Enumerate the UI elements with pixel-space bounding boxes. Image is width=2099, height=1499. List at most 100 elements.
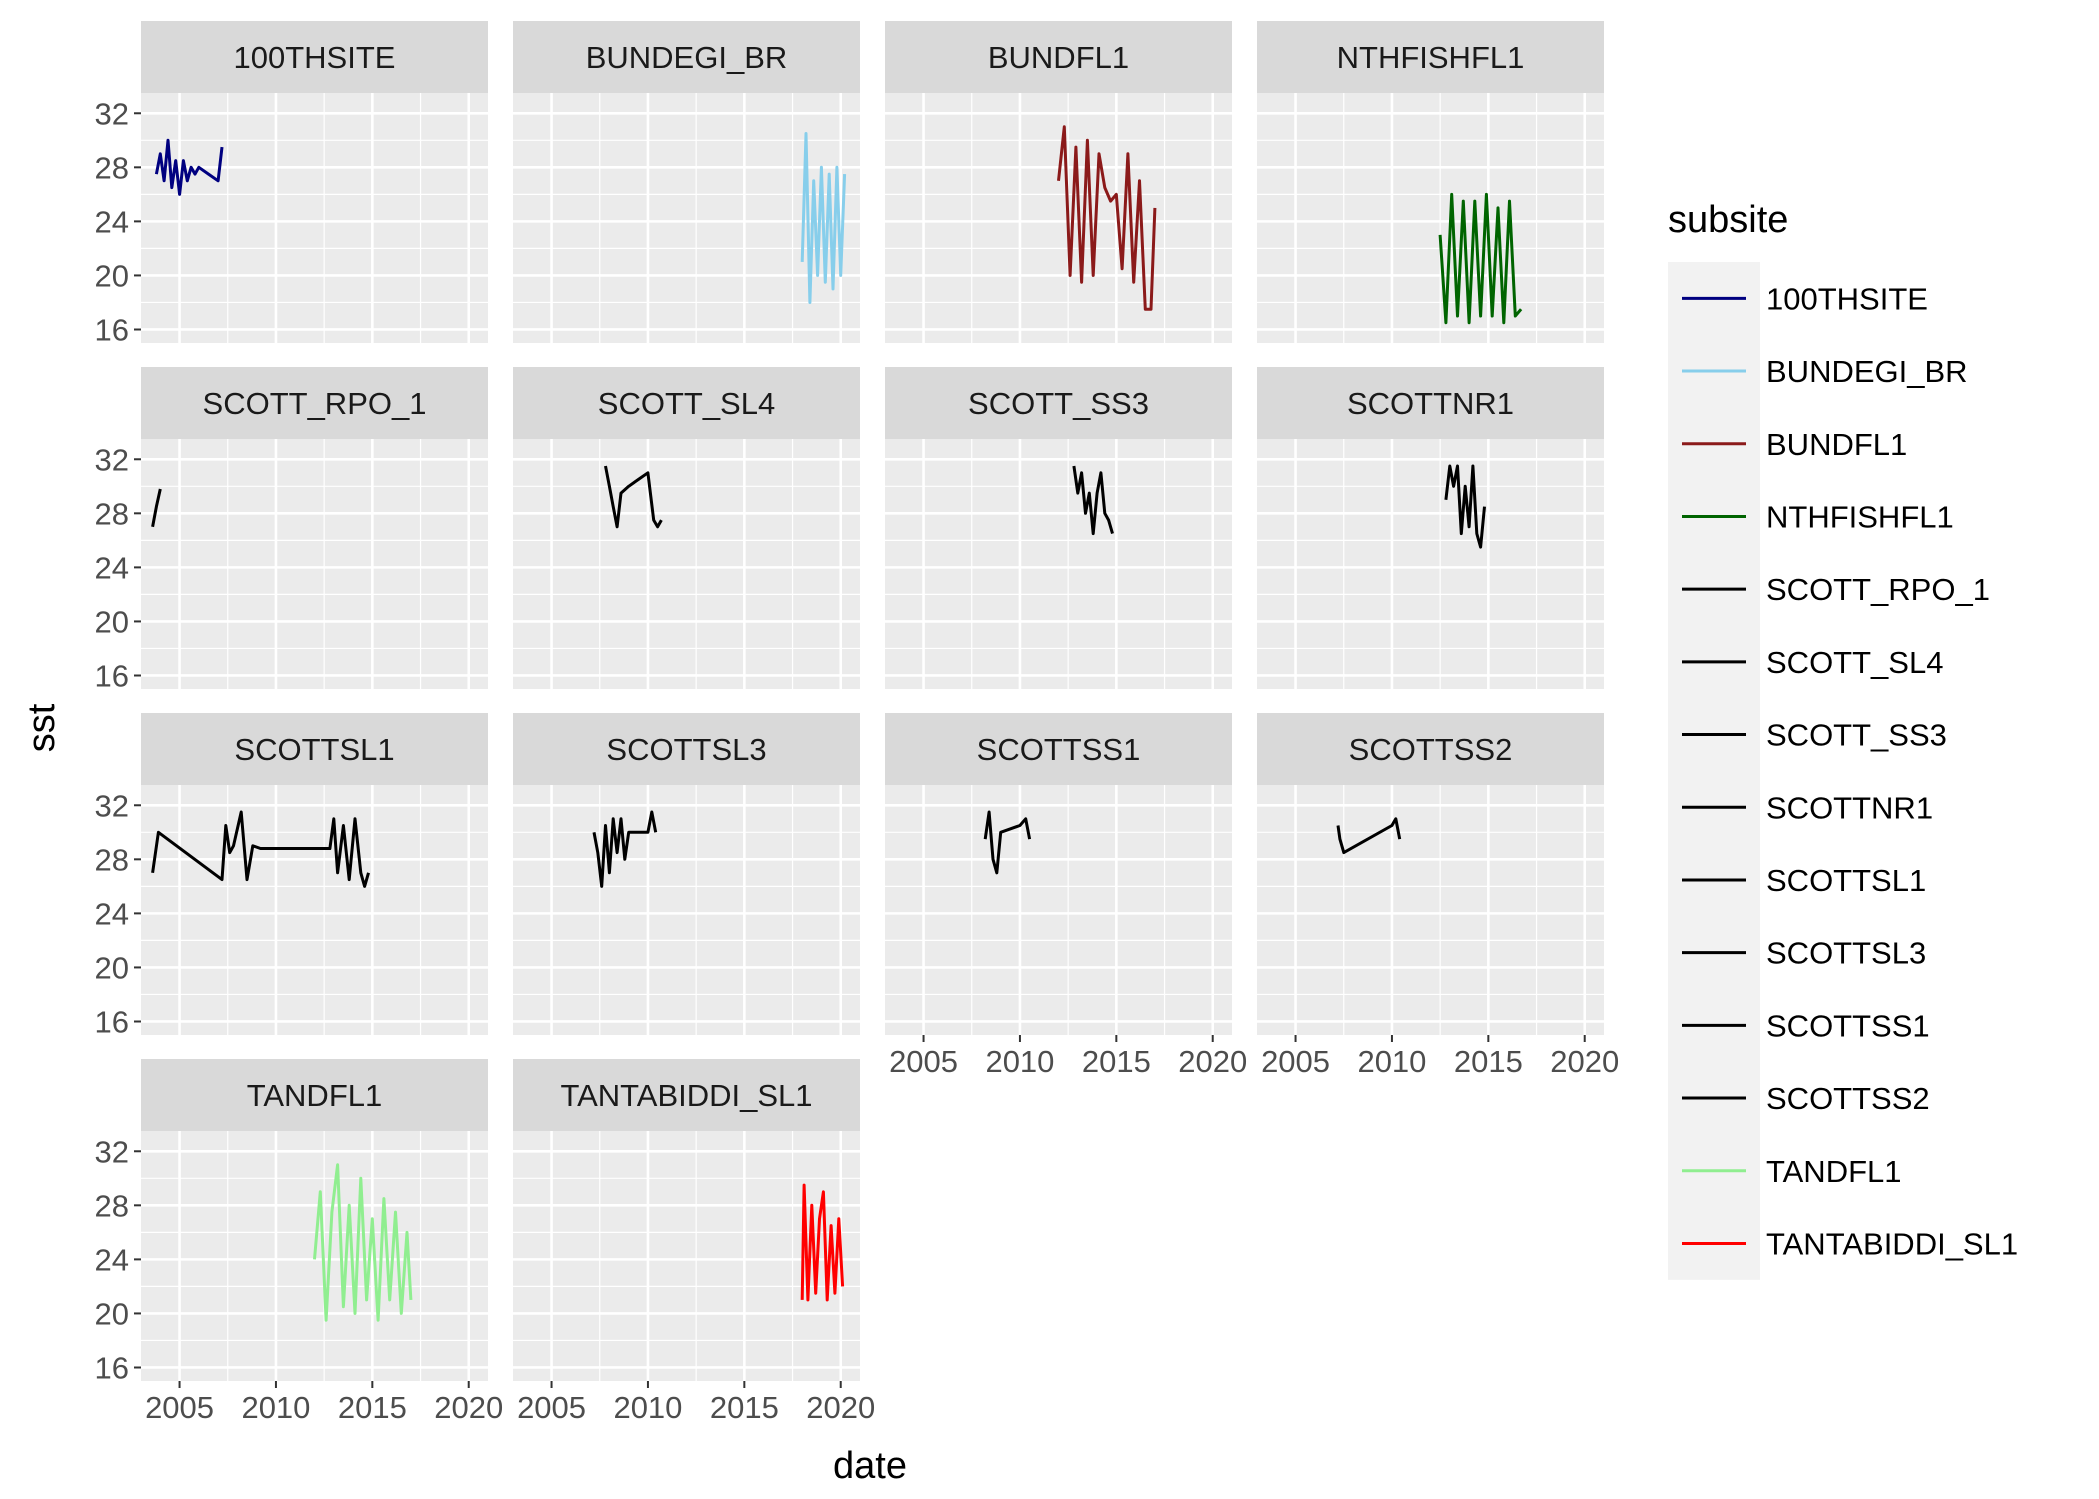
facet-panel: SCOTTSS1 <box>885 713 1232 1035</box>
series-line <box>983 810 1032 875</box>
minor-gridlines <box>141 93 488 343</box>
legend-item: SCOTTSL1 <box>1682 863 1926 898</box>
x-tick-label: 2015 <box>1454 1044 1523 1079</box>
legend-label: TANDFL1 <box>1766 1154 1902 1189</box>
series-line <box>154 138 224 196</box>
legend-item: SCOTT_RPO_1 <box>1682 572 1990 607</box>
legend-item: SCOTT_SS3 <box>1682 718 1947 753</box>
series-line <box>151 488 162 528</box>
minor-gridlines <box>513 1131 860 1381</box>
legend-label: 100THSITE <box>1766 281 1928 316</box>
major-gridlines <box>513 439 860 689</box>
facet-strip <box>141 713 488 785</box>
minor-gridlines <box>141 785 488 1035</box>
legend: subsite 100THSITE BUNDEGI_BR BUNDFL1 NTHFIS… <box>1668 199 2018 1280</box>
plot-background <box>885 785 1232 1035</box>
facet-panels: 100THSITE BUNDEGI_BR BUNDFL1 NTHFISHFL1 SCOT… <box>141 21 1604 1381</box>
axes: 16 20 24 28 32 16 20 24 28 32 16 20 24 28 32 2005 2010 20… <box>95 96 1620 1425</box>
x-tick-label: 2020 <box>1550 1044 1619 1079</box>
x-tick-label: 2010 <box>613 1390 682 1425</box>
series-line <box>800 132 847 304</box>
y-tick-label: 16 <box>95 1350 129 1385</box>
facet-panel: BUNDEGI_BR <box>513 21 860 343</box>
series-line <box>1336 817 1402 855</box>
x-tick-label: 2005 <box>889 1044 958 1079</box>
y-tick-label: 32 <box>95 96 129 131</box>
legend-label: NTHFISHFL1 <box>1766 499 1954 534</box>
series-line <box>1438 192 1523 325</box>
major-gridlines <box>141 93 488 343</box>
facet-strip-label: NTHFISHFL1 <box>1337 40 1525 75</box>
minor-gridlines <box>513 93 860 343</box>
facet-strip-label: TANDFL1 <box>247 1078 383 1113</box>
y-tick-label: 32 <box>95 442 129 477</box>
x-tick-label: 2005 <box>1261 1044 1330 1079</box>
minor-gridlines <box>141 439 488 689</box>
x-tick-label: 2010 <box>1357 1044 1426 1079</box>
y-tick-label: 20 <box>95 950 129 985</box>
legend-label: SCOTT_SS3 <box>1766 718 1947 753</box>
facet-strip <box>885 21 1232 93</box>
minor-gridlines <box>513 439 860 689</box>
y-tick-label: 16 <box>95 658 129 693</box>
facet-strip <box>513 1059 860 1131</box>
y-axis-title: sst <box>21 703 63 752</box>
series-line <box>151 810 370 888</box>
y-tick-label: 24 <box>95 1242 129 1277</box>
facet-strip <box>513 21 860 93</box>
facet-strip-label: SCOTTSS1 <box>977 732 1141 767</box>
x-tick-label: 2010 <box>241 1390 310 1425</box>
x-tick-label: 2020 <box>1178 1044 1247 1079</box>
facet-panel: SCOTTNR1 <box>1257 367 1604 689</box>
y-tick-label: 24 <box>95 204 129 239</box>
facet-strip-label: BUNDFL1 <box>988 40 1129 75</box>
facet-panel: SCOTTSL1 <box>141 713 488 1035</box>
legend-item: TANDFL1 <box>1682 1154 1902 1189</box>
legend-label: SCOTTSS2 <box>1766 1081 1930 1116</box>
facet-panel: SCOTT_RPO_1 <box>141 367 488 689</box>
legend-label: SCOTTSL3 <box>1766 936 1926 971</box>
facet-panel: TANTABIDDI_SL1 <box>513 1059 860 1381</box>
series-line <box>313 1163 413 1322</box>
x-tick-label: 2005 <box>517 1390 586 1425</box>
facet-strip-label: SCOTT_SS3 <box>968 386 1149 421</box>
y-tick-label: 20 <box>95 604 129 639</box>
facet-strip <box>141 21 488 93</box>
legend-item: SCOTTSL3 <box>1682 936 1926 971</box>
y-tick-label: 28 <box>95 150 129 185</box>
x-tick-label: 2015 <box>1082 1044 1151 1079</box>
y-tick-label: 32 <box>95 788 129 823</box>
plot-background <box>141 93 488 343</box>
x-tick-label: 2020 <box>806 1390 875 1425</box>
legend-label: SCOTT_SL4 <box>1766 645 1943 680</box>
legend-item: SCOTT_SL4 <box>1682 645 1943 680</box>
major-gridlines <box>1257 93 1604 343</box>
facet-panel: SCOTT_SS3 <box>885 367 1232 689</box>
x-tick-label: 2015 <box>710 1390 779 1425</box>
x-tick-label: 2015 <box>338 1390 407 1425</box>
legend-item: SCOTTNR1 <box>1682 790 1933 825</box>
plot-background <box>141 439 488 689</box>
series-line <box>800 1183 845 1302</box>
minor-gridlines <box>513 785 860 1035</box>
plot-background <box>141 785 488 1035</box>
legend-key-background <box>1668 262 1760 1280</box>
y-tick-label: 16 <box>95 312 129 347</box>
plot-background <box>513 439 860 689</box>
major-gridlines <box>513 785 860 1035</box>
facet-strip <box>885 367 1232 439</box>
major-gridlines <box>513 93 860 343</box>
y-tick-label: 28 <box>95 842 129 877</box>
y-tick-label: 28 <box>95 1188 129 1223</box>
y-tick-label: 20 <box>95 258 129 293</box>
facet-panel: NTHFISHFL1 <box>1257 21 1604 343</box>
facet-panel: SCOTTSS2 <box>1257 713 1604 1035</box>
x-tick-label: 2005 <box>145 1390 214 1425</box>
facet-strip <box>1257 713 1604 785</box>
major-gridlines <box>513 1131 860 1381</box>
series-line <box>1444 464 1486 549</box>
x-tick-label: 2020 <box>434 1390 503 1425</box>
facet-strip <box>141 1059 488 1131</box>
y-tick-label: 28 <box>95 496 129 531</box>
